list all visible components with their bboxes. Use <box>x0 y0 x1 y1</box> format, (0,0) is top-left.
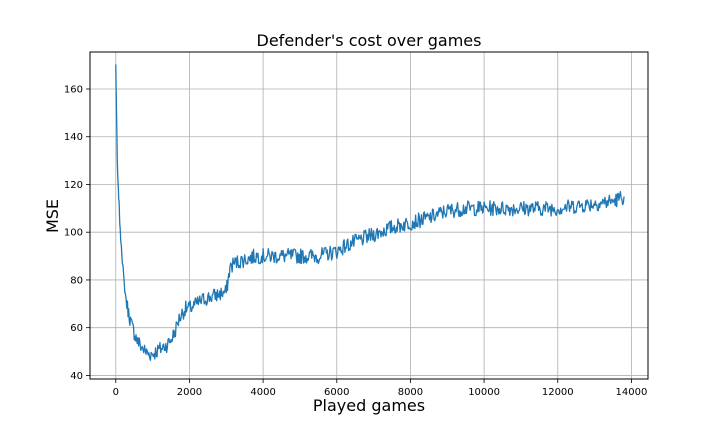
grid <box>90 52 648 379</box>
x-tick-label: 2000 <box>177 387 202 398</box>
y-tick-label: 80 <box>70 275 83 286</box>
chart-title: Defender's cost over games <box>257 31 482 50</box>
x-tick-label: 8000 <box>398 387 423 398</box>
y-axis-label: MSE <box>43 199 62 233</box>
series-line <box>115 64 625 361</box>
plot-area-frame <box>89 51 649 380</box>
x-tick-label: 0 <box>113 387 119 398</box>
x-tick-label: 4000 <box>250 387 275 398</box>
x-tick-label: 10000 <box>468 387 500 398</box>
y-tick-label: 40 <box>70 371 83 382</box>
y-tick-label: 120 <box>64 180 83 191</box>
x-axis-label: Played games <box>313 396 425 415</box>
x-tick-label: 6000 <box>324 387 349 398</box>
x-tick-label: 14000 <box>616 387 648 398</box>
ticks: 0 2000 4000 6000 8000 10000 12000 14000 40 60 80 10… <box>64 84 647 398</box>
y-tick-label: 160 <box>64 84 83 95</box>
y-tick-label: 100 <box>64 228 83 239</box>
y-tick-label: 140 <box>64 132 83 143</box>
series-layer <box>115 64 625 361</box>
x-tick-label: 12000 <box>542 387 574 398</box>
y-tick-label: 60 <box>70 323 83 334</box>
